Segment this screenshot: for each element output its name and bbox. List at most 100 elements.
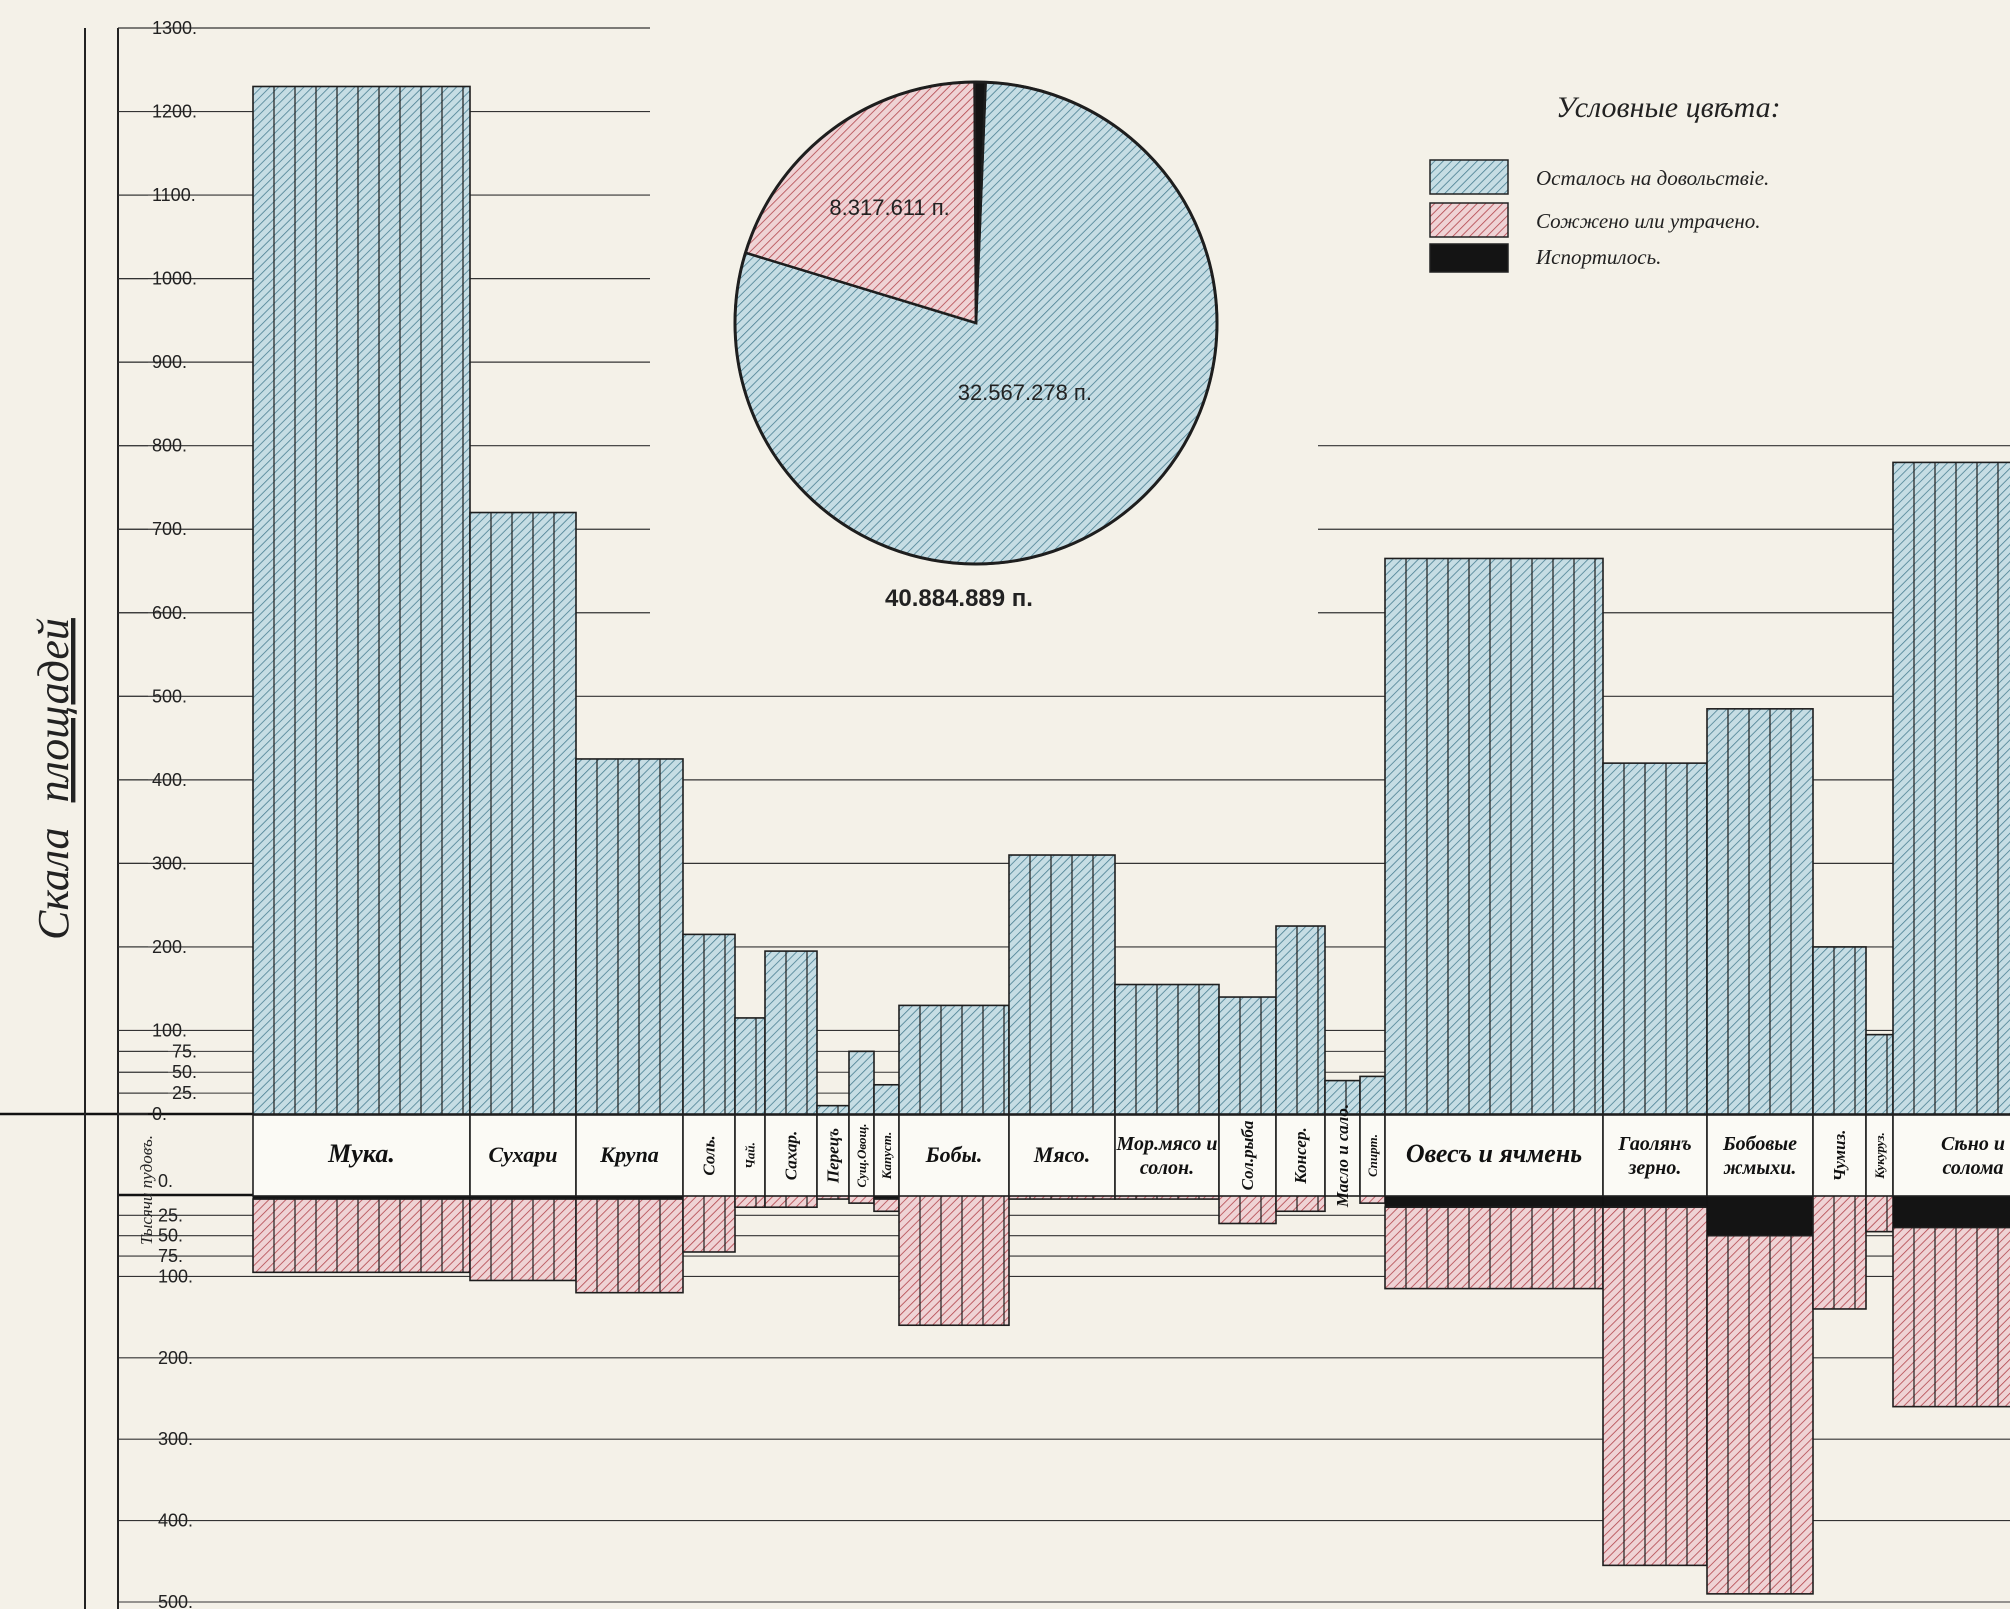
bar-burned: [252, 1198, 471, 1274]
y-tick-label: 500.: [152, 686, 187, 706]
category-label: Соль.: [700, 1135, 719, 1175]
category-label: жмыхи.: [1723, 1157, 1797, 1179]
bar-remained: [1602, 762, 1708, 1115]
y-tick-label: 700.: [152, 519, 187, 539]
y-tick-label: 1100.: [152, 185, 196, 205]
category-label: солон.: [1140, 1157, 1194, 1179]
category-cell: [469, 1114, 577, 1197]
pie-chart: 32.567.278 п. 8.317.611 п.: [733, 80, 1219, 566]
category-cell: [764, 1114, 818, 1197]
bar-remained: [734, 1017, 766, 1115]
y-ticks-below: 0. 25.50.75.100. 200. 300. 400. 500.: [158, 1171, 193, 1609]
bar-remained: [1008, 854, 1116, 1115]
category-label: Спирт.: [1365, 1134, 1380, 1177]
bar-remained: [873, 1083, 900, 1115]
bar-burned: [1602, 1206, 1708, 1567]
legend-item-remained: Осталось на довольствіе.: [1536, 166, 1769, 190]
bar-burned: [1218, 1194, 1277, 1225]
bar-burned: [1812, 1194, 1867, 1310]
bar-remained: [764, 950, 818, 1115]
scale-label: Скала площадей: [29, 618, 78, 940]
bar-remained: [1706, 708, 1814, 1115]
legend-item-spoiled: Испортилось.: [1535, 245, 1661, 269]
legend-title: Условные цвѣта:: [1556, 91, 1781, 124]
category-cell: [1706, 1114, 1814, 1197]
legend-item-burned: Сожжено или утрачено.: [1536, 209, 1761, 233]
y-tick-label: 1300.: [152, 18, 197, 38]
bar-burned: [734, 1194, 766, 1209]
category-cell: [1812, 1114, 1867, 1197]
y-tick-label: 200.: [158, 1348, 193, 1368]
bar-burned: [1706, 1234, 1814, 1595]
bar-burned: [898, 1194, 1010, 1327]
bar-burned: [1892, 1226, 2010, 1408]
y-tick-label: 200.: [152, 937, 187, 957]
y-tick-label: 300.: [152, 853, 187, 873]
category-label: Сол.рыба: [1238, 1120, 1257, 1190]
y-ticks-above: 1300. 1200. 1100. 1000. 900. 800. 700. 600. 500.…: [118, 18, 197, 1124]
category-cell: [873, 1114, 900, 1197]
category-cell: [575, 1114, 684, 1197]
category-labels: Мука. Сухари Крупа Соль. Чай. Сахар. Перецъ Сущ…: [252, 1104, 2010, 1208]
category-label: Крупа: [599, 1142, 659, 1167]
y-tick-label: 25.: [158, 1205, 183, 1225]
bar-remained: [1359, 1075, 1386, 1115]
bars-lost: [252, 1194, 2010, 1595]
category-cell: [1384, 1114, 1604, 1197]
y-tick-label: 75.: [172, 1041, 197, 1061]
bar-remained: [1812, 946, 1867, 1115]
pie-slice-label: 8.317.611 п.: [829, 195, 949, 220]
y-tick-label: 800.: [152, 436, 187, 456]
bar-remained: [898, 1004, 1010, 1115]
category-cell: [1865, 1114, 1894, 1197]
category-cell: [848, 1114, 875, 1197]
category-label: Кукуруз.: [1872, 1132, 1887, 1179]
category-label: Бобы.: [925, 1142, 983, 1167]
category-cell: [1114, 1114, 1220, 1197]
bar-burned: [1384, 1206, 1604, 1290]
category-label: Мясо.: [1033, 1142, 1091, 1167]
bar-burned: [1865, 1194, 1894, 1233]
y-tick-label: 0.: [158, 1171, 173, 1191]
category-cell: [1602, 1114, 1708, 1197]
legend-swatch-remained: [1429, 159, 1509, 195]
bar-spoiled: [1706, 1194, 1814, 1237]
category-label: Овесъ и ячмень: [1406, 1139, 1582, 1168]
bar-remained: [575, 758, 684, 1115]
legend-swatch-burned: [1429, 202, 1509, 238]
legend-swatch-spoiled: [1429, 243, 1509, 273]
y-tick-label: 100.: [158, 1266, 193, 1286]
category-label: Гаолянъ: [1617, 1133, 1691, 1155]
category-cell: [252, 1114, 471, 1197]
legend: Условные цвѣта: Осталось на довольствіе.…: [1429, 91, 1781, 273]
bar-spoiled: [1892, 1194, 2010, 1229]
y-tick-label: 50.: [158, 1226, 183, 1246]
bars-remained: [252, 85, 2010, 1115]
bar-remained: [469, 511, 577, 1115]
y-tick-label: 50.: [172, 1062, 197, 1082]
category-label: Масло и сало.: [1333, 1104, 1352, 1208]
category-label: зерно.: [1628, 1157, 1682, 1179]
bar-burned: [575, 1198, 684, 1294]
unit-label: Тысячи пудовъ.: [137, 1135, 156, 1245]
category-label: солома: [1942, 1157, 2003, 1179]
y-tick-label: 25.: [172, 1083, 197, 1103]
bar-burned: [873, 1198, 900, 1213]
category-label: Капуст.: [879, 1132, 894, 1181]
bar-remained: [252, 85, 471, 1115]
category-label: Перецъ: [824, 1128, 843, 1184]
y-tick-label: 1000.: [152, 269, 197, 289]
bar-remained: [848, 1050, 875, 1115]
category-cell: [1218, 1114, 1277, 1197]
category-label: Сахар.: [782, 1131, 801, 1180]
bar-burned: [469, 1198, 577, 1282]
category-label: Чай.: [742, 1142, 757, 1169]
category-cell: [1359, 1114, 1386, 1197]
category-label: Мор.мясо и: [1115, 1133, 1217, 1155]
category-label: Сѣно и: [1941, 1133, 2005, 1155]
bar-remained: [1114, 983, 1220, 1115]
pie-total-label: 40.884.889 п.: [885, 585, 1033, 612]
category-cell: [734, 1114, 766, 1197]
bar-remained: [682, 933, 736, 1115]
